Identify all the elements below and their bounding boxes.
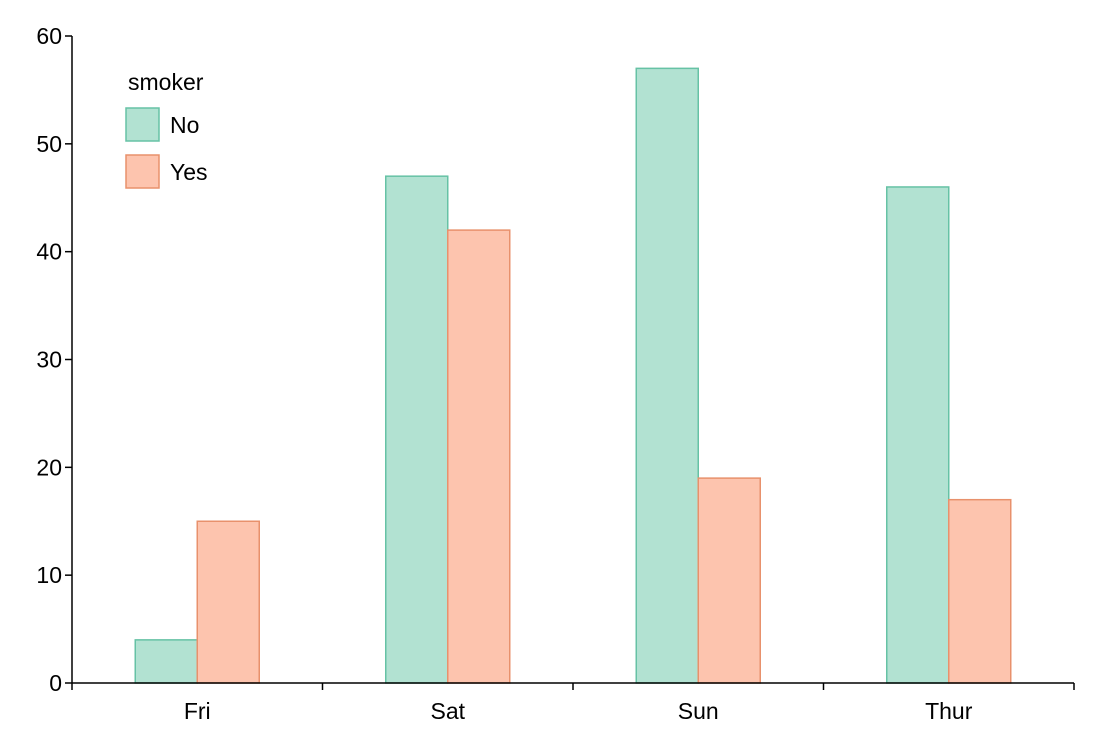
legend-label-no: No [170,112,199,138]
y-tick-label: 50 [36,131,62,157]
bar-thur-yes [948,498,1012,684]
bars-group [134,67,1012,684]
y-tick-label: 10 [36,562,62,588]
bar-fri-no [134,639,198,684]
bar-thur-no [886,186,950,684]
x-tick-label-thur: Thur [925,698,973,724]
legend-title: smoker [128,69,204,95]
y-axis-ticks: 0 10 20 30 40 50 60 [36,23,72,696]
legend: smoker No Yes [125,69,208,189]
legend-items: No Yes [125,107,208,189]
y-tick-label: 60 [36,23,62,49]
y-tick-label: 20 [36,454,62,480]
bar-sun-yes [697,477,761,684]
x-axis-ticks: Fri Sat Sun Thur [71,683,1075,724]
y-tick-label: 30 [36,347,62,373]
legend-swatch-no [125,107,160,142]
bar-sat-no [385,175,449,684]
y-tick-label: 0 [49,670,62,696]
x-tick-label-sat: Sat [430,698,465,724]
y-tick-label: 40 [36,239,62,265]
legend-label-yes: Yes [170,159,208,185]
bar-sun-no [635,67,699,684]
x-tick-label-sun: Sun [678,698,719,724]
x-tick-label-fri: Fri [184,698,211,724]
bar-fri-yes [196,520,260,684]
legend-swatch-yes [125,154,160,189]
bar-sat-yes [447,229,511,684]
